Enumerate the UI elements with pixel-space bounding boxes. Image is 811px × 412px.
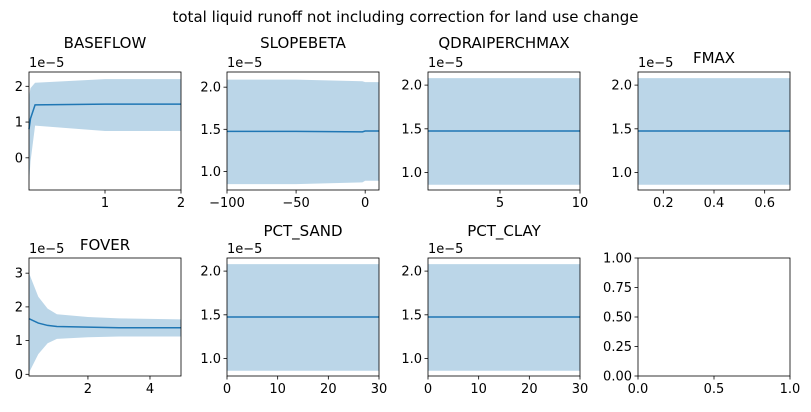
y-tick-label: 1: [15, 334, 23, 349]
y-tick-label: 1.0: [200, 165, 221, 180]
mean-line: [28, 318, 181, 329]
x-tick-label: 5: [496, 196, 504, 211]
subplot-title: BASEFLOW: [64, 34, 147, 52]
subplot: 2 4 0 1 2 3 1e−5 FOVER: [15, 236, 182, 397]
subplot-title: PCT_CLAY: [467, 222, 541, 241]
x-tick-label: 4: [146, 382, 154, 397]
y-tick-label: 2.0: [401, 79, 422, 94]
axes-frame: [28, 257, 182, 377]
x-tick-label: 30: [371, 382, 388, 397]
y-tick-label: 0.75: [603, 281, 632, 296]
x-tick-label: 0: [424, 382, 432, 397]
y-tick-label: 1.0: [401, 352, 422, 367]
x-tick-label: 0: [223, 382, 231, 397]
x-tick-label: −100: [209, 196, 245, 211]
y-tick-label: 0: [15, 151, 23, 166]
mean-line: [227, 130, 379, 133]
y-tick-label: 1.5: [401, 122, 422, 137]
figure-suptitle: total liquid runoff not including correc…: [173, 8, 639, 26]
y-tick-label: 2.0: [200, 265, 221, 280]
y-tick-label: 1.5: [611, 122, 632, 137]
subplot-title: FOVER: [80, 236, 130, 254]
y-tick-label: 1.0: [200, 352, 221, 367]
y-tick-label: 0.25: [603, 340, 632, 355]
subplot-title: QDRAIPERCHMAX: [438, 34, 569, 52]
y-tick-label: 1.00: [603, 252, 632, 267]
x-tick-label: 2: [84, 382, 92, 397]
subplot-title: PCT_SAND: [263, 222, 342, 241]
x-tick-label: 0.5: [704, 382, 725, 397]
mean-line: [28, 103, 181, 130]
x-tick-label: −50: [282, 196, 309, 211]
subplot: 0.2 0.4 0.6 1.0 1.5 2.0 1e−5 FMAX: [611, 49, 791, 211]
x-tick-label: 10: [470, 382, 487, 397]
x-tick-label: 0.6: [754, 196, 775, 211]
offset-text: 1e−5: [638, 56, 673, 71]
axes-frame: [226, 257, 380, 377]
offset-text: 1e−5: [428, 56, 463, 71]
x-tick-label: 1: [101, 196, 109, 211]
x-tick-label: 2: [177, 196, 185, 211]
y-tick-label: 2.0: [200, 81, 221, 96]
offset-text: 1e−5: [227, 56, 262, 71]
offset-text: 1e−5: [29, 242, 64, 257]
offset-text: 1e−5: [227, 242, 262, 257]
y-tick-label: 1: [15, 116, 23, 131]
y-tick-label: 1.0: [401, 166, 422, 181]
x-tick-label: 20: [320, 382, 337, 397]
x-tick-label: 30: [572, 382, 589, 397]
axes-frame: [427, 257, 581, 377]
y-tick-label: 2.0: [401, 265, 422, 280]
y-tick-label: 2.0: [611, 79, 632, 94]
x-tick-label: 0.4: [704, 196, 725, 211]
x-tick-label: 0: [361, 196, 369, 211]
subplot: 5 10 1.0 1.5 2.0 1e−5 QDRAIPERCHMAX: [401, 34, 588, 211]
x-tick-label: 1.0: [780, 382, 801, 397]
y-tick-label: 2: [15, 80, 23, 95]
subplot: 0 10 20 30 1.0 1.5 2.0 1e−5 PCT_CLAY: [401, 222, 588, 397]
x-tick-label: 0.0: [628, 382, 649, 397]
x-tick-label: 0.2: [653, 196, 674, 211]
y-tick-label: 1.5: [401, 308, 422, 323]
confidence-band: [29, 79, 181, 183]
y-tick-label: 1.5: [200, 123, 221, 138]
subplot: 0.0 0.5 1.0 0.00 0.25 0.50 0.75 1.00: [603, 252, 800, 398]
offset-text: 1e−5: [428, 242, 463, 257]
x-tick-label: 20: [521, 382, 538, 397]
y-tick-label: 2: [15, 300, 23, 315]
y-tick-label: 1.0: [611, 166, 632, 181]
y-tick-label: 0: [15, 368, 23, 383]
subplot-title: FMAX: [693, 49, 735, 67]
axes-frame: [637, 257, 791, 377]
y-tick-label: 0.50: [603, 311, 632, 326]
axes-frame: [226, 71, 380, 191]
x-tick-label: 10: [572, 196, 589, 211]
x-tick-label: 10: [269, 382, 286, 397]
y-tick-label: 0.00: [603, 370, 632, 385]
axes-frame: [427, 71, 581, 191]
subplot-title: SLOPEBETA: [260, 34, 346, 52]
offset-text: 1e−5: [29, 56, 64, 71]
confidence-band: [29, 273, 181, 373]
y-tick-label: 1.5: [200, 308, 221, 323]
y-tick-label: 3: [15, 267, 23, 282]
subplot: −100 −50 0 1.0 1.5 2.0 1e−5 SLOPEBETA: [200, 34, 380, 211]
